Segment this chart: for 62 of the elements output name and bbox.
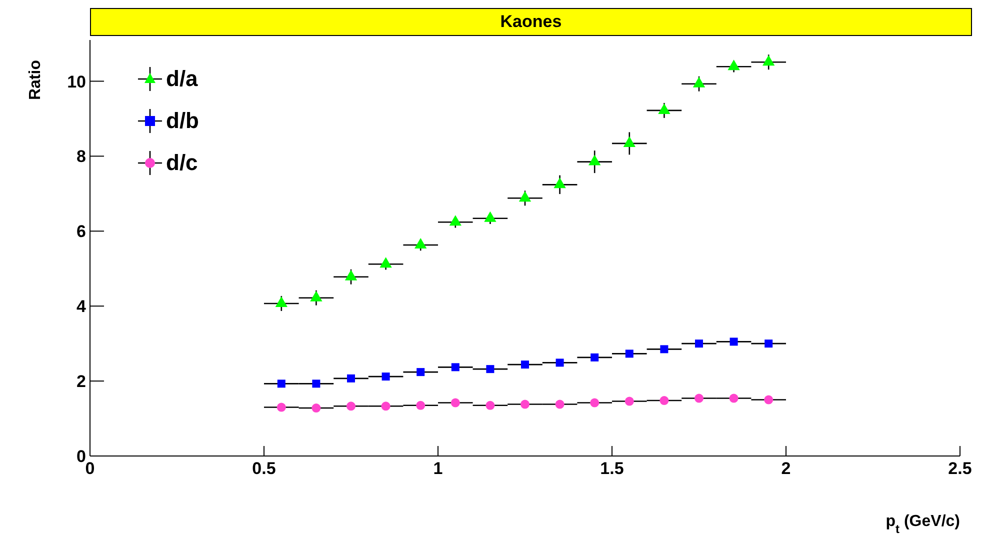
point <box>729 394 738 403</box>
x-tick-label: 2.5 <box>948 459 972 478</box>
point <box>623 136 636 147</box>
point <box>764 340 773 348</box>
point <box>416 400 426 410</box>
point <box>275 296 288 307</box>
point <box>484 211 496 222</box>
point <box>380 257 392 268</box>
point <box>658 103 670 114</box>
y-tick-label: 4 <box>76 297 87 316</box>
point <box>764 395 774 404</box>
point <box>694 394 704 403</box>
point <box>521 360 529 369</box>
point <box>312 380 320 388</box>
legend-label: d/c <box>166 150 198 176</box>
point <box>312 404 321 413</box>
point <box>588 154 601 166</box>
y-tick-label: 2 <box>76 372 86 392</box>
point <box>660 396 669 406</box>
point <box>625 350 634 358</box>
point <box>450 398 460 408</box>
point <box>555 400 564 409</box>
point <box>624 396 634 406</box>
y-axis-title: Ratio <box>27 60 44 100</box>
y-tick-label: 6 <box>76 222 86 242</box>
point <box>590 398 600 408</box>
point <box>520 400 530 409</box>
y-tick-label: 8 <box>76 147 86 166</box>
point <box>416 368 425 376</box>
point <box>381 402 390 411</box>
legend-label: d/a <box>166 66 198 92</box>
point <box>590 353 599 362</box>
point <box>344 270 358 280</box>
y-tick-label: 0 <box>76 447 86 466</box>
point <box>762 55 775 66</box>
point <box>310 290 322 302</box>
x-axis-title: p$_{t}$ (GeV/c) <box>886 513 960 536</box>
point <box>451 363 460 372</box>
chart-title: Kaones <box>90 8 972 36</box>
point <box>660 345 668 354</box>
point <box>347 374 355 382</box>
point <box>554 178 566 188</box>
point <box>518 191 532 202</box>
point <box>382 372 390 381</box>
point <box>728 60 740 70</box>
point <box>346 402 356 411</box>
x-tick-label: 2 <box>781 459 791 478</box>
y-tick-label: 10 <box>67 72 86 92</box>
point <box>486 400 495 410</box>
x-tick-label: 1.5 <box>600 459 624 478</box>
point <box>277 380 286 388</box>
point <box>730 338 738 346</box>
point <box>556 358 564 367</box>
point <box>276 402 286 412</box>
point <box>692 76 706 88</box>
point <box>486 365 494 374</box>
legend-label: d/b <box>166 108 199 134</box>
point <box>414 238 427 249</box>
point <box>695 340 703 348</box>
x-tick-label: 0.5 <box>252 459 276 478</box>
x-tick-label: 1 <box>433 459 443 478</box>
point <box>449 215 462 226</box>
